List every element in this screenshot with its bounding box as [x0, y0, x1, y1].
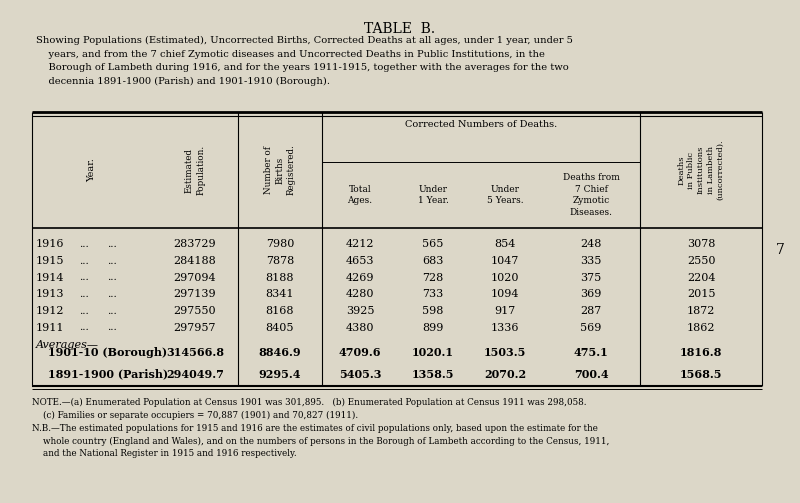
Text: 854: 854: [494, 239, 516, 249]
Text: 248: 248: [580, 239, 602, 249]
Text: 728: 728: [422, 273, 444, 283]
Text: decennia 1891-1900 (Parish) and 1901-1910 (Borough).: decennia 1891-1900 (Parish) and 1901-191…: [36, 76, 330, 86]
Text: ...: ...: [107, 323, 117, 332]
Text: 700.4: 700.4: [574, 369, 608, 379]
Text: 1816.8: 1816.8: [680, 347, 722, 358]
Text: 7878: 7878: [266, 256, 294, 266]
Text: whole country (England and Wales), and on the numbers of persons in the Borough : whole country (England and Wales), and o…: [32, 437, 610, 446]
Text: ...: ...: [79, 290, 89, 299]
Text: 4653: 4653: [346, 256, 374, 266]
Text: 369: 369: [580, 289, 602, 299]
Text: 284188: 284188: [174, 256, 216, 266]
Text: 5405.3: 5405.3: [338, 369, 382, 379]
Text: 3925: 3925: [346, 306, 374, 316]
Text: 4380: 4380: [346, 322, 374, 332]
Text: 1915: 1915: [36, 256, 65, 266]
Text: 4280: 4280: [346, 289, 374, 299]
Text: 1912: 1912: [36, 306, 65, 316]
Text: and the National Register in 1915 and 1916 respectively.: and the National Register in 1915 and 19…: [32, 449, 297, 458]
Text: 1911: 1911: [36, 322, 65, 332]
Text: 4709.6: 4709.6: [338, 347, 382, 358]
Text: 899: 899: [422, 322, 444, 332]
Text: 1872: 1872: [687, 306, 715, 316]
Text: 565: 565: [422, 239, 444, 249]
Text: ...: ...: [79, 257, 89, 266]
Text: 2015: 2015: [686, 289, 715, 299]
Text: 8188: 8188: [266, 273, 294, 283]
Text: Estimated
Population.: Estimated Population.: [185, 145, 206, 195]
Text: 2550: 2550: [686, 256, 715, 266]
Text: 1914: 1914: [36, 273, 65, 283]
Text: 1094: 1094: [490, 289, 519, 299]
Text: ...: ...: [79, 273, 89, 282]
Text: 335: 335: [580, 256, 602, 266]
Text: ...: ...: [79, 306, 89, 315]
Text: 283729: 283729: [174, 239, 216, 249]
Text: Deaths from
7 Chief
Zymotic
Diseases.: Deaths from 7 Chief Zymotic Diseases.: [562, 174, 619, 217]
Text: 7: 7: [775, 243, 785, 257]
Text: Under
1 Year.: Under 1 Year.: [418, 185, 449, 205]
Text: 1913: 1913: [36, 289, 65, 299]
Text: ...: ...: [107, 290, 117, 299]
Text: TABLE  B.: TABLE B.: [365, 22, 435, 36]
Text: 1358.5: 1358.5: [412, 369, 454, 379]
Text: ...: ...: [107, 240, 117, 249]
Text: 733: 733: [422, 289, 444, 299]
Text: Year.: Year.: [87, 158, 97, 182]
Text: 1891-1900 (Parish): 1891-1900 (Parish): [48, 369, 168, 379]
Text: 4269: 4269: [346, 273, 374, 283]
Text: Averages—: Averages—: [36, 340, 99, 350]
Text: 8846.9: 8846.9: [258, 347, 302, 358]
Text: 375: 375: [580, 273, 602, 283]
Text: 1862: 1862: [686, 322, 715, 332]
Text: 3078: 3078: [687, 239, 715, 249]
Text: 598: 598: [422, 306, 444, 316]
Text: 297957: 297957: [174, 322, 216, 332]
Text: 1020.1: 1020.1: [412, 347, 454, 358]
Text: 1020: 1020: [490, 273, 519, 283]
Text: 297550: 297550: [174, 306, 216, 316]
Text: 294049.7: 294049.7: [166, 369, 224, 379]
Text: years, and from the 7 chief Zymotic diseases and Uncorrected Deaths in Public In: years, and from the 7 chief Zymotic dise…: [36, 49, 545, 58]
Text: 7980: 7980: [266, 239, 294, 249]
Text: 917: 917: [494, 306, 516, 316]
Text: ...: ...: [107, 273, 117, 282]
Text: Corrected Numbers of Deaths.: Corrected Numbers of Deaths.: [405, 120, 557, 129]
Text: 2070.2: 2070.2: [484, 369, 526, 379]
Text: NOTE.—(a) Enumerated Population at Census 1901 was 301,895.   (b) Enumerated Pop: NOTE.—(a) Enumerated Population at Censu…: [32, 398, 586, 407]
Text: 1503.5: 1503.5: [484, 347, 526, 358]
Text: 569: 569: [580, 322, 602, 332]
Text: 2204: 2204: [686, 273, 715, 283]
Text: 4212: 4212: [346, 239, 374, 249]
Text: 8168: 8168: [266, 306, 294, 316]
Text: ...: ...: [79, 323, 89, 332]
Text: 1047: 1047: [491, 256, 519, 266]
Text: 297094: 297094: [174, 273, 216, 283]
Text: 1568.5: 1568.5: [680, 369, 722, 379]
Text: 9295.4: 9295.4: [258, 369, 302, 379]
Text: ...: ...: [107, 257, 117, 266]
Text: 297139: 297139: [174, 289, 216, 299]
Text: 1901-10 (Borough): 1901-10 (Borough): [48, 347, 167, 358]
Text: Number of
Births
Registered.: Number of Births Registered.: [264, 145, 296, 195]
Text: 287: 287: [580, 306, 602, 316]
Text: Deaths
in Public
Institutions
in Lambeth
(uncorrected).: Deaths in Public Institutions in Lambeth…: [678, 140, 725, 200]
Text: Under
5 Years.: Under 5 Years.: [486, 185, 523, 205]
Text: N.B.—The estimated populations for 1915 and 1916 are the estimates of civil popu: N.B.—The estimated populations for 1915 …: [32, 424, 598, 433]
Text: 1336: 1336: [490, 322, 519, 332]
Text: Total
Ages.: Total Ages.: [347, 185, 373, 205]
Text: 683: 683: [422, 256, 444, 266]
Text: 8405: 8405: [266, 322, 294, 332]
Text: ...: ...: [79, 240, 89, 249]
Text: 1916: 1916: [36, 239, 65, 249]
Text: ...: ...: [107, 306, 117, 315]
Text: Borough of Lambeth during 1916, and for the years 1911-1915, together with the a: Borough of Lambeth during 1916, and for …: [36, 63, 569, 72]
Text: 314566.8: 314566.8: [166, 347, 224, 358]
Text: (c) Families or separate occupiers = 70,887 (1901) and 70,827 (1911).: (c) Families or separate occupiers = 70,…: [32, 411, 358, 420]
Text: 8341: 8341: [266, 289, 294, 299]
Text: 475.1: 475.1: [574, 347, 608, 358]
Text: Showing Populations (Estimated), Uncorrected Births, Corrected Deaths at all age: Showing Populations (Estimated), Uncorre…: [36, 36, 573, 45]
